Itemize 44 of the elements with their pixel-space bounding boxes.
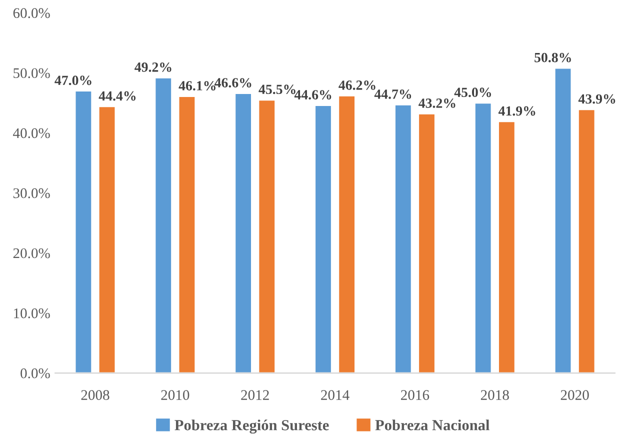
bar [498, 120, 516, 374]
x-tick-label: 2012 [241, 390, 269, 400]
data-label: 50.8% [534, 52, 571, 62]
bar [394, 104, 412, 374]
data-label: 46.2% [338, 80, 376, 90]
data-label: 45.5% [258, 84, 296, 94]
data-label: 41.9% [498, 106, 536, 116]
bar [154, 76, 172, 374]
bar [314, 104, 332, 374]
y-tick-label: 0.0% [20, 368, 50, 378]
y-tick-label: 60.0% [13, 8, 50, 18]
data-label: 46.6% [214, 78, 252, 88]
bar [338, 94, 356, 374]
data-label: 47.0% [54, 76, 92, 86]
bar [178, 96, 196, 374]
x-tick-label: 2010 [161, 390, 190, 400]
y-tick-label: 10.0% [14, 308, 50, 318]
bar [474, 102, 492, 374]
bar [554, 67, 572, 374]
x-tick-label: 2008 [81, 390, 110, 400]
data-label: 44.4% [98, 91, 136, 101]
data-label: 43.2% [418, 98, 456, 108]
x-tick-label: 2016 [401, 390, 430, 400]
y-tick-label: 40.0% [13, 128, 50, 138]
y-tick-label: 50.0% [14, 68, 50, 78]
bar [98, 106, 116, 374]
x-tick-label: 2020 [560, 390, 589, 400]
y-tick-label: 30.0% [13, 188, 50, 198]
data-label: 45.0% [454, 88, 491, 98]
data-label: 49.2% [134, 62, 172, 72]
legend-label: Pobreza Región Sureste [174, 420, 329, 434]
x-tick-label: 2014 [321, 390, 350, 400]
y-tick-label: 20.0% [13, 248, 50, 258]
bar [418, 112, 436, 374]
data-label: 46.1% [178, 81, 216, 91]
data-label: 43.9% [578, 94, 616, 104]
legend-label: Pobreza Nacional [375, 420, 490, 430]
bar [234, 92, 252, 374]
data-label: 44.7% [374, 89, 412, 99]
x-tick-label: 2018 [480, 390, 509, 400]
bar [578, 108, 596, 374]
data-label: 44.6% [294, 90, 332, 100]
bar [258, 99, 276, 374]
bar [74, 90, 93, 374]
